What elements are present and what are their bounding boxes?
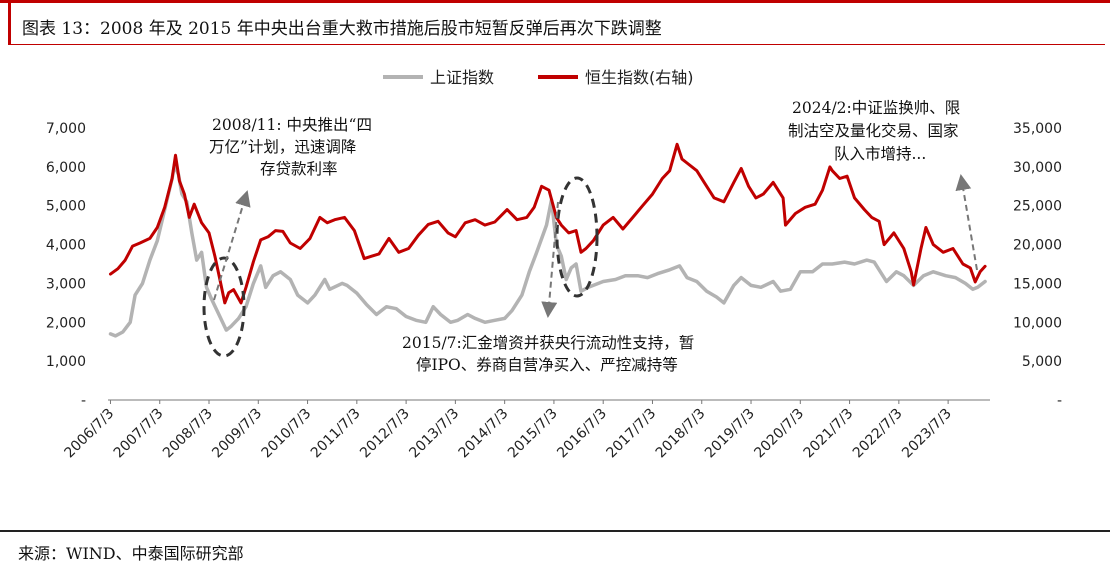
title-underline [8,44,1105,45]
highlight-ellipse-2008 [202,256,246,358]
y-left-tick-label: 6,000 [46,160,86,176]
legend-label-shanghai: 上证指数 [430,68,494,87]
y-left-tick-label: 5,000 [46,199,86,215]
y-left-tick-label: 4,000 [46,238,86,254]
y-right-tick-label: 15,000 [1013,276,1062,292]
y-right-tick-label: 10,000 [1013,315,1062,331]
annotation-2008-line: 万亿”计划，迅速调降 [209,138,356,156]
y-left-tick-label: 1,000 [46,354,86,370]
x-tick-label: 2010/7/3 [259,406,315,462]
footer-rule [0,530,1110,532]
annotation-2008-line: 存贷款利率 [260,160,338,178]
x-tick-label: 2012/7/3 [357,406,413,462]
x-tick-label: 2015/7/3 [505,406,561,462]
annotation-2024-line: 队入市增持... [834,145,926,163]
x-tick-label: 2017/7/3 [604,406,660,462]
y-left-tick-label: 2,000 [46,315,86,331]
y-right-tick-label: - [1057,393,1062,409]
top-red-rule [0,0,1110,3]
x-tick-label: 2020/7/3 [751,406,807,462]
x-tick-label: 2009/7/3 [209,406,265,462]
annotation-arrow-2008 [213,190,251,301]
x-tick-label: 2013/7/3 [406,406,462,462]
y-right-tick-label: 35,000 [1013,121,1062,137]
x-tick-label: 2018/7/3 [653,406,709,462]
source-note: 来源：WIND、中泰国际研究部 [18,544,244,563]
x-tick-label: 2007/7/3 [111,406,167,462]
annotation-2015-line: 停IPO、券商自营净买入、严控减持等 [416,356,678,374]
series-line-shanghai [108,163,987,338]
y-left-tick-label: - [81,393,86,409]
series-line-hangseng [109,142,987,305]
x-tick-label: 2021/7/3 [801,406,857,462]
highlight-ellipse-2015 [555,176,599,298]
chart-title: 图表 13：2008 年及 2015 年中央出台重大救市措施后股市短暂反弹后再次… [22,19,662,39]
y-right-tick-label: 30,000 [1013,160,1062,176]
y-left-tick-label: 3,000 [46,276,86,292]
annotation-arrow-2024 [955,174,978,271]
x-tick-label: 2008/7/3 [160,406,216,462]
annotation-arrow-2015 [541,201,559,318]
annotation-2024-line: 制沽空及量化交易、国家 [788,122,959,140]
y-right-tick-label: 20,000 [1013,238,1062,254]
line-chart: 2006/7/32007/7/32008/7/32009/7/32010/7/3… [46,68,1062,461]
x-tick-label: 2023/7/3 [899,406,955,462]
x-tick-label: 2019/7/3 [702,406,758,462]
series-group [108,142,987,338]
legend-label-hangseng: 恒生指数(右轴) [585,68,694,87]
title-accent-bar [8,3,11,45]
x-tick-label: 2006/7/3 [62,406,118,462]
axes-group: 2006/7/32007/7/32008/7/32009/7/32010/7/3… [46,121,1062,461]
x-tick-label: 2022/7/3 [850,406,906,462]
x-tick-label: 2014/7/3 [456,406,512,462]
x-tick-label: 2011/7/3 [308,406,364,462]
y-right-tick-label: 5,000 [1022,354,1062,370]
y-left-tick-label: 7,000 [46,121,86,137]
annotation-2015-line: 2015/7:汇金增资并获央行流动性支持，暂 [402,334,694,352]
x-tick-label: 2016/7/3 [554,406,610,462]
legend-group: 上证指数 恒生指数(右轴) [383,68,694,87]
annotation-2008-line: 2008/11: 中央推出“四 [212,116,372,134]
y-right-tick-label: 25,000 [1013,199,1062,215]
annotation-2024-line: 2024/2:中证监换帅、限 [792,99,960,117]
